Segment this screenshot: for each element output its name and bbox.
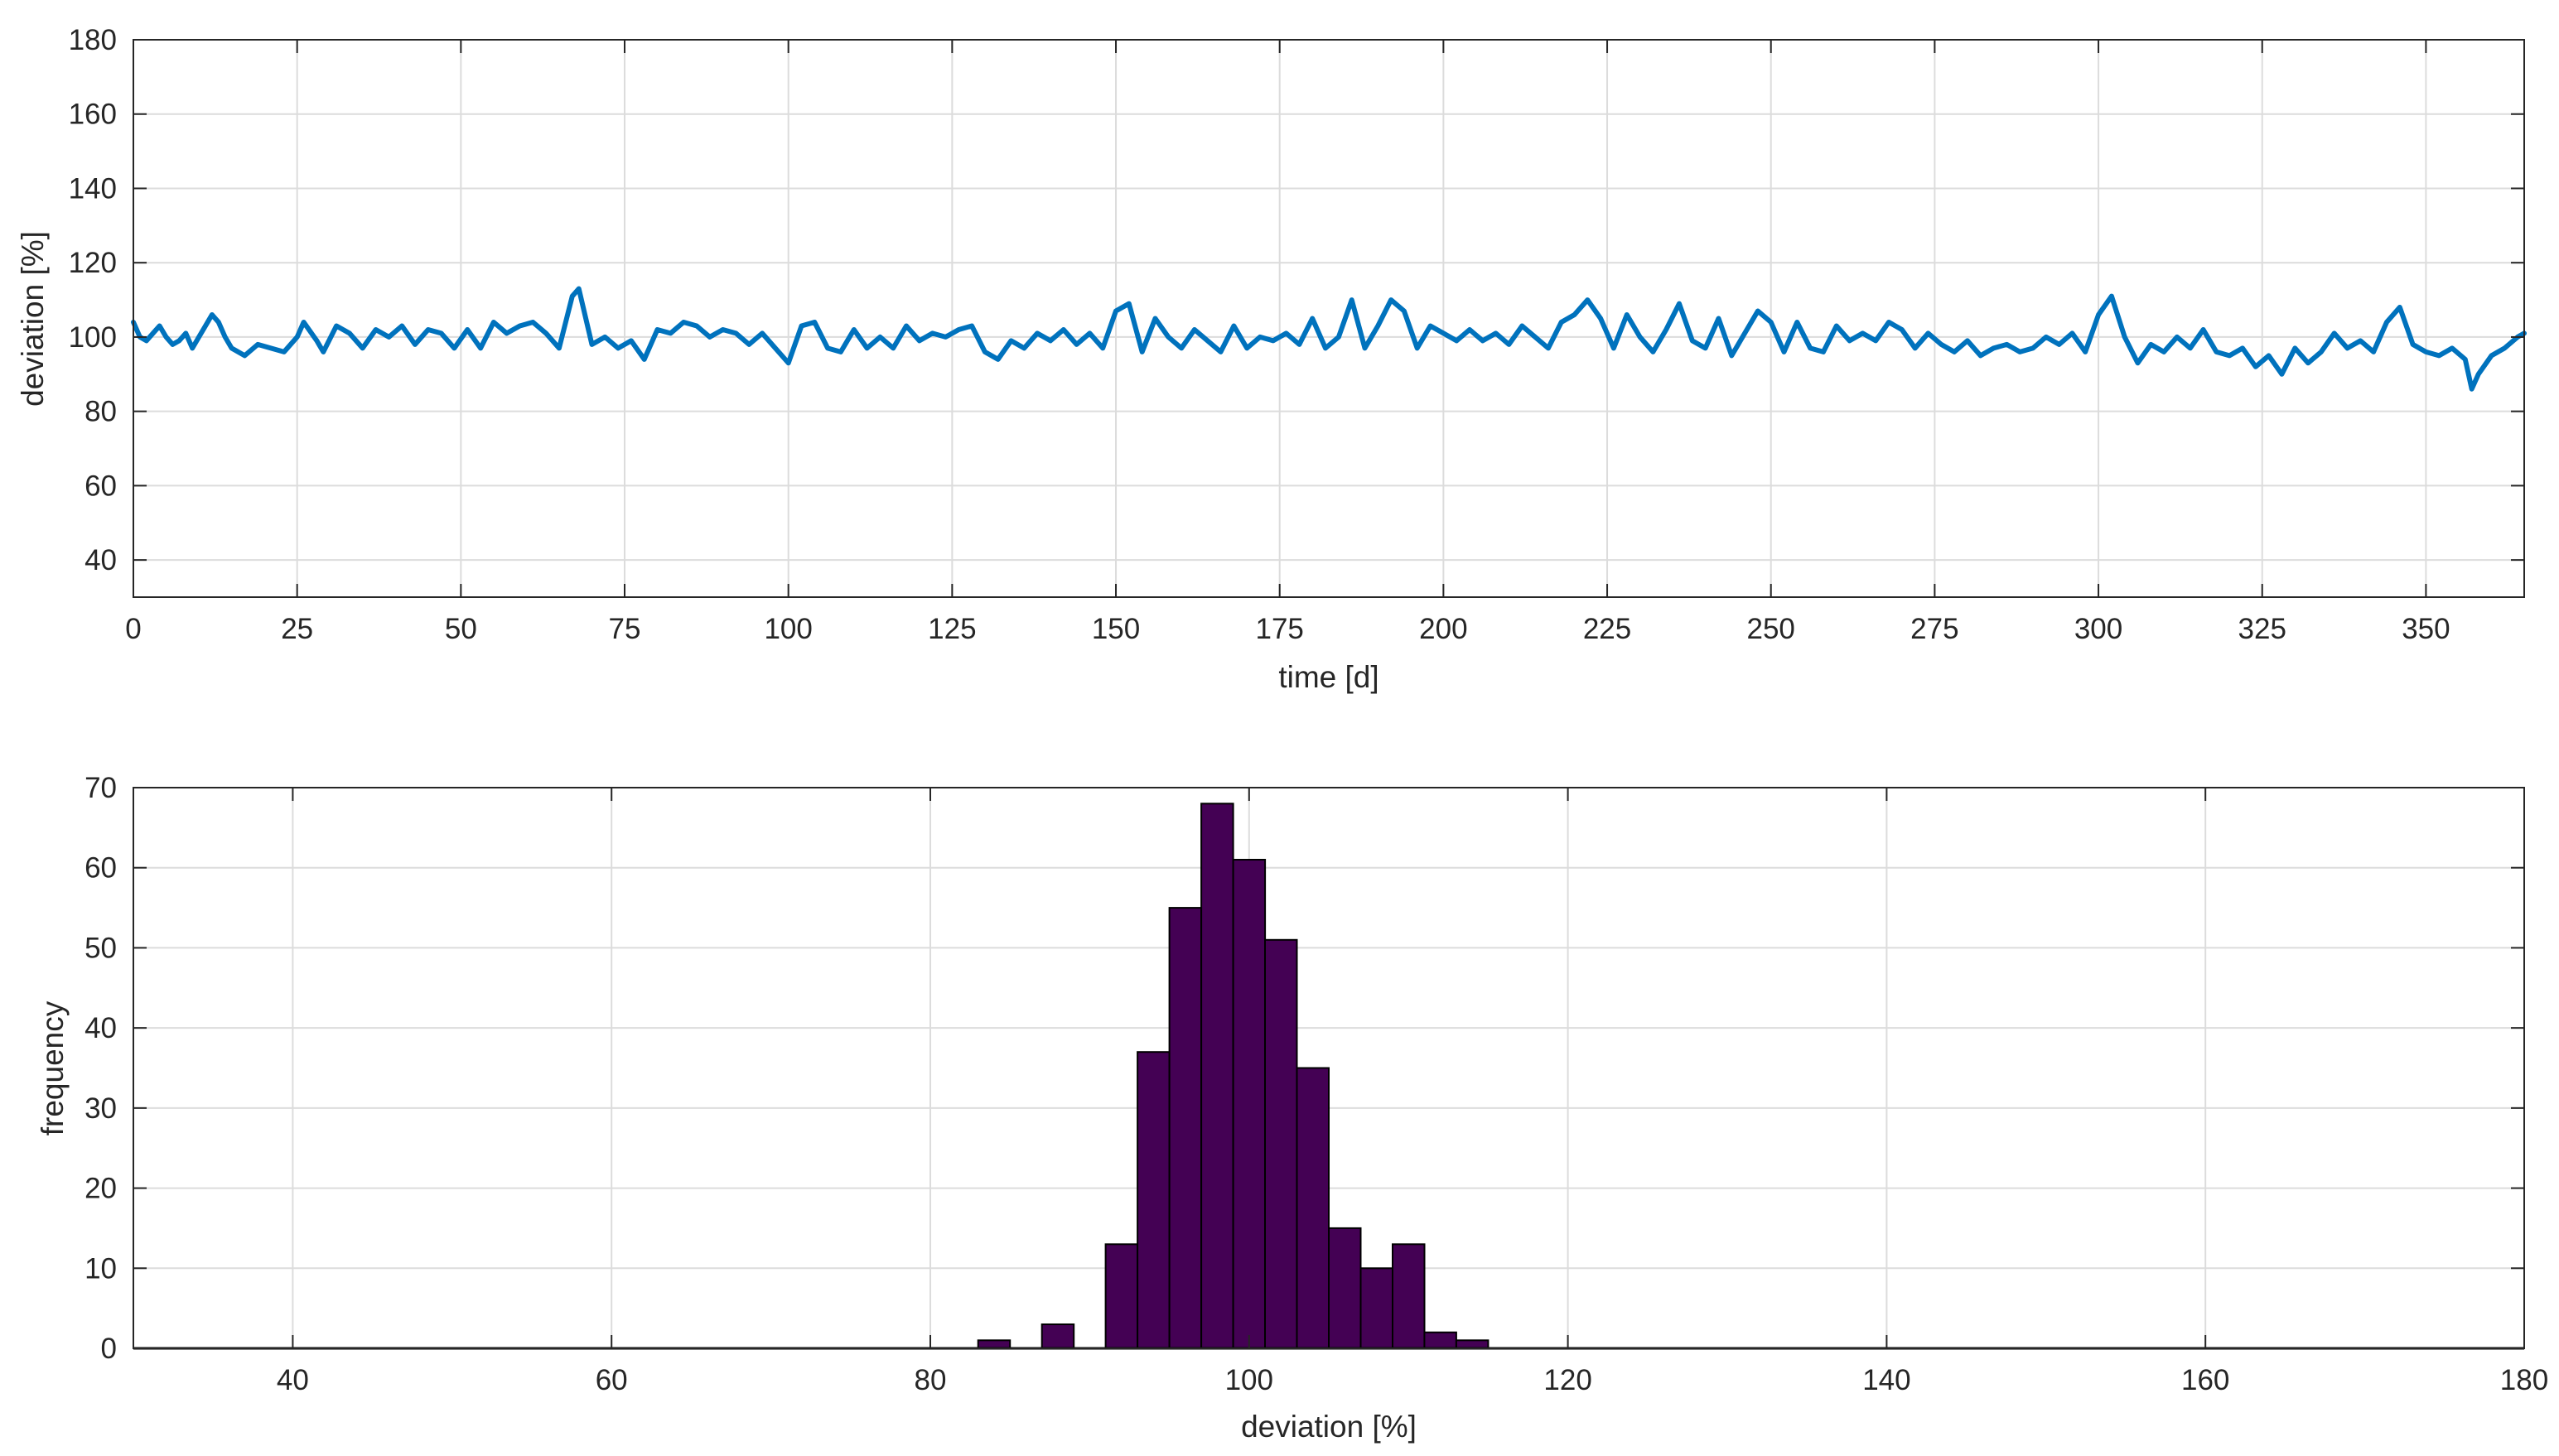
histogram-x-tick-label: 40 (277, 1364, 309, 1396)
histogram-bar (1168, 907, 1203, 1349)
time-series-y-tick-label: 160 (69, 99, 117, 131)
time-series-x-tick-label: 225 (1583, 613, 1631, 645)
histogram-axes-box (133, 787, 2525, 1349)
time-series-x-tick-label: 275 (1910, 613, 1958, 645)
histogram-bar (1264, 938, 1298, 1350)
time-series-ticks: 0 25 50 75 100 125 150 175 200 225 250 275 300 325 350… (69, 24, 2524, 645)
time-series-x-tick-label: 325 (2238, 613, 2286, 645)
time-series-x-tick-label: 25 (281, 613, 313, 645)
histogram-x-tick-label: 80 (915, 1364, 947, 1396)
time-series-x-tick-label: 125 (928, 613, 976, 645)
histogram-x-axis-label: deviation [%] (1241, 1410, 1417, 1444)
histogram-axes: 40 60 80 100 120 140 160 180 0 10 20 30 40 50 60 70 dev… (36, 772, 2548, 1444)
histogram-y-tick-label: 60 (84, 852, 117, 885)
histogram-y-tick-label: 50 (84, 932, 117, 964)
time-series-x-tick-label: 350 (2402, 613, 2450, 645)
deviation-series-line (131, 286, 2527, 392)
histogram-y-tick-label: 20 (84, 1173, 117, 1205)
time-series-y-tick-label: 120 (69, 247, 117, 279)
time-series-x-axis-label: time [d] (1278, 660, 1378, 694)
time-series-x-tick-label: 75 (609, 613, 641, 645)
histogram-y-axis-label: frequency (36, 1000, 70, 1135)
time-series-x-tick-label: 150 (1092, 613, 1140, 645)
time-series-axes-box (133, 39, 2525, 598)
time-series-y-tick-label: 100 (69, 321, 117, 354)
time-series-x-tick-label: 300 (2074, 613, 2122, 645)
histogram-x-tick-label: 180 (2500, 1364, 2548, 1396)
histogram-x-tick-label: 120 (1543, 1364, 1591, 1396)
time-series-x-tick-label: 100 (764, 613, 812, 645)
time-series-x-tick-label: 200 (1419, 613, 1467, 645)
histogram-x-tick-label: 60 (596, 1364, 628, 1396)
histogram-bar (1040, 1323, 1075, 1349)
histogram-y-tick-label: 70 (84, 772, 117, 804)
histogram-bar (1423, 1331, 1457, 1349)
time-series-x-tick-label: 250 (1747, 613, 1795, 645)
time-series-x-tick-label: 0 (125, 613, 141, 645)
time-series-y-tick-label: 60 (84, 470, 117, 502)
time-series-plot-area (133, 40, 2524, 597)
histogram-x-tick-label: 160 (2181, 1364, 2229, 1396)
histogram-ticks: 40 60 80 100 120 140 160 180 0 10 20 30 40 50 60 70 (84, 772, 2548, 1396)
time-series-axes: 0 25 50 75 100 125 150 175 200 225 250 275 300 325 350… (16, 24, 2527, 694)
time-series-y-tick-label: 40 (84, 544, 117, 576)
histogram-bar (1232, 859, 1267, 1349)
histogram-x-tick-label: 100 (1225, 1364, 1273, 1396)
histogram-x-tick-label: 140 (1862, 1364, 1910, 1396)
time-series-x-tick-label: 175 (1255, 613, 1303, 645)
histogram-bar (1359, 1267, 1393, 1350)
histogram-y-tick-label: 10 (84, 1252, 117, 1285)
time-series-x-tick-label: 50 (445, 613, 477, 645)
time-series-y-tick-label: 180 (69, 24, 117, 56)
histogram-bar (1104, 1243, 1139, 1350)
histogram-bar (1296, 1067, 1330, 1349)
time-series-y-axis-label: deviation [%] (16, 231, 50, 407)
time-series-y-tick-label: 80 (84, 396, 117, 428)
time-series-series (131, 286, 2527, 392)
time-series-y-tick-label: 140 (69, 172, 117, 205)
histogram-y-tick-label: 0 (101, 1333, 117, 1365)
histogram-bar (1392, 1243, 1426, 1350)
histogram-y-tick-label: 30 (84, 1092, 117, 1125)
histogram-bar (1200, 803, 1234, 1349)
histogram-bar (1328, 1227, 1362, 1350)
histogram-y-tick-label: 40 (84, 1012, 117, 1044)
histogram-bar (1137, 1051, 1171, 1349)
